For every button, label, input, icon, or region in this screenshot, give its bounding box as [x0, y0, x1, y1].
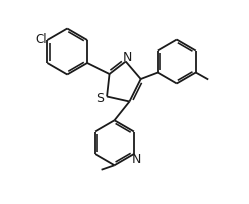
Text: N: N [122, 51, 132, 64]
Text: Cl: Cl [35, 33, 47, 46]
Text: N: N [132, 152, 142, 165]
Text: S: S [96, 92, 104, 105]
